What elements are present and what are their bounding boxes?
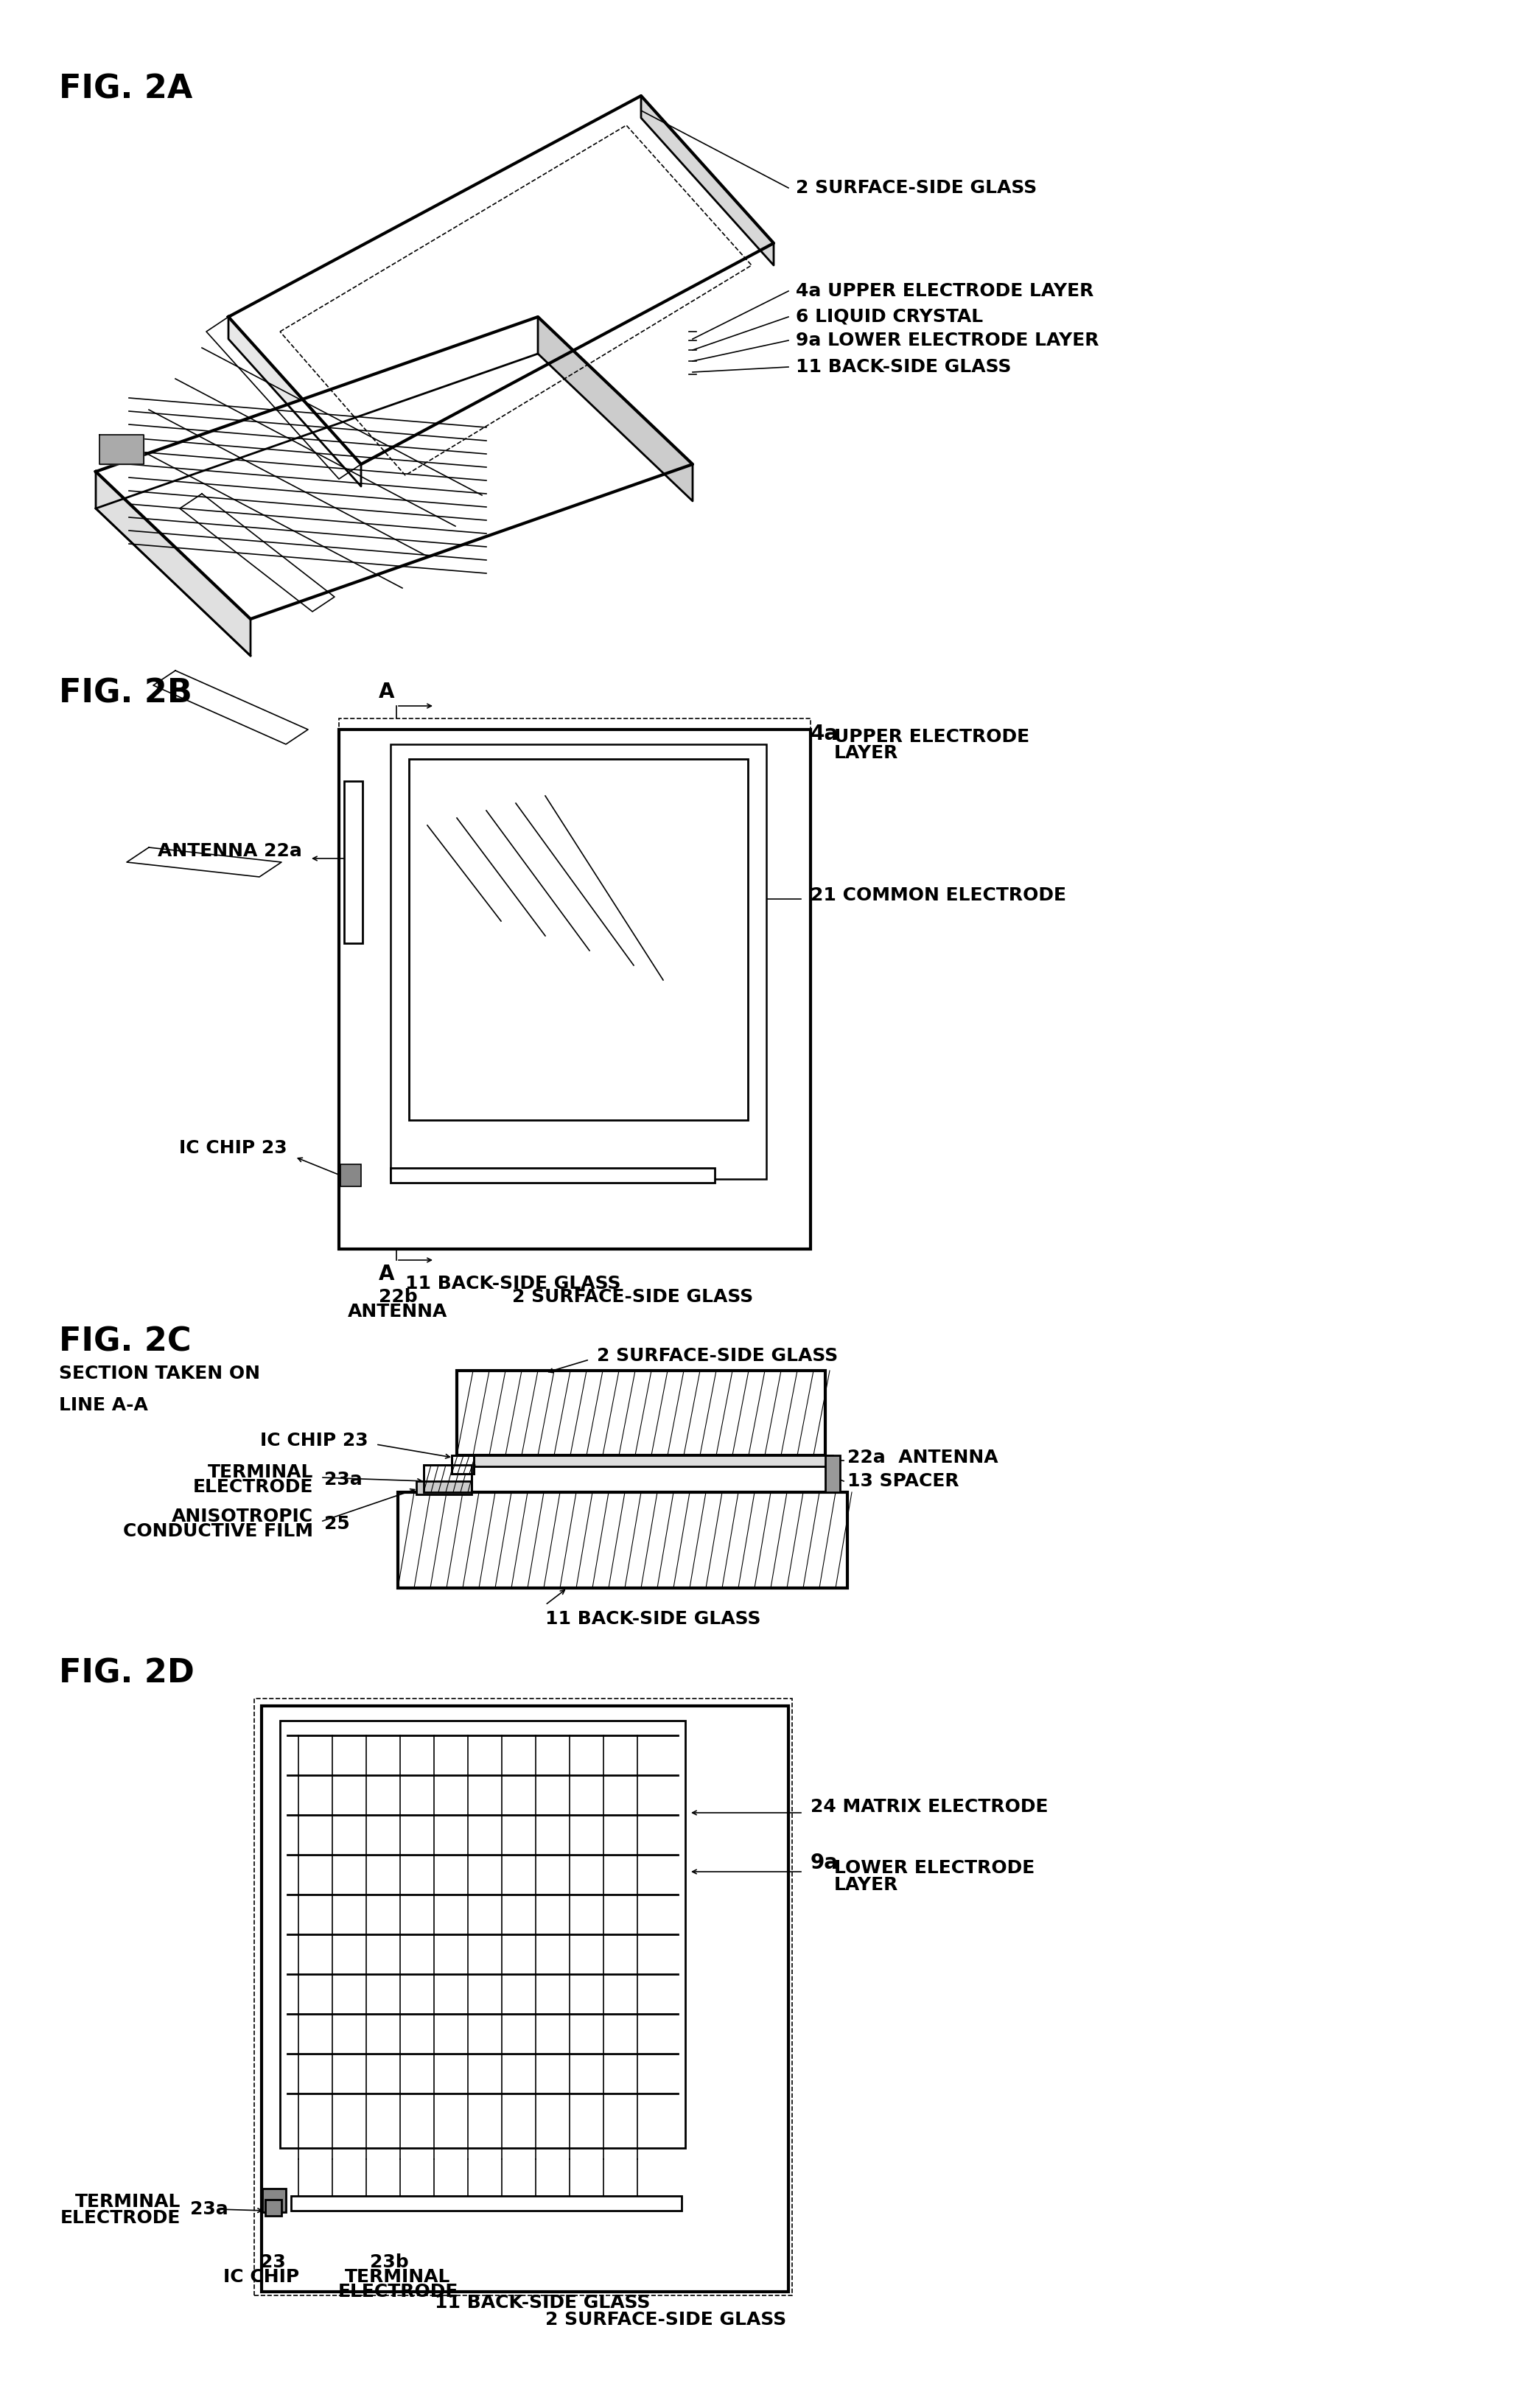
- Text: 2 SURFACE-SIDE GLASS: 2 SURFACE-SIDE GLASS: [598, 1347, 838, 1364]
- Text: 2 SURFACE-SIDE GLASS: 2 SURFACE-SIDE GLASS: [545, 2310, 787, 2329]
- Text: 21 COMMON ELECTRODE: 21 COMMON ELECTRODE: [810, 886, 1066, 903]
- Bar: [416, 1481, 471, 1496]
- Text: FIG. 2D: FIG. 2D: [59, 1658, 194, 1689]
- Bar: [471, 1455, 833, 1467]
- Bar: [451, 1455, 474, 1474]
- Bar: [262, 2188, 286, 2212]
- Text: 23a: 23a: [189, 2200, 228, 2217]
- Text: TERMINAL: TERMINAL: [345, 2267, 451, 2286]
- Bar: [397, 1493, 847, 1589]
- Text: A: A: [379, 681, 394, 702]
- Text: IC CHIP 23: IC CHIP 23: [260, 1431, 368, 1450]
- Text: FIG. 2A: FIG. 2A: [59, 74, 192, 105]
- Text: LOWER ELECTRODE: LOWER ELECTRODE: [835, 1859, 1035, 1878]
- Bar: [391, 1168, 715, 1183]
- Text: SECTION TAKEN ON: SECTION TAKEN ON: [59, 1364, 260, 1383]
- Polygon shape: [100, 435, 143, 463]
- Text: 11 BACK-SIDE GLASS: 11 BACK-SIDE GLASS: [434, 2293, 650, 2313]
- Polygon shape: [95, 471, 251, 657]
- Text: 2 SURFACE-SIDE GLASS: 2 SURFACE-SIDE GLASS: [513, 1288, 753, 1307]
- Bar: [391, 745, 767, 1180]
- Text: UPPER ELECTRODE: UPPER ELECTRODE: [835, 729, 1029, 745]
- Bar: [457, 1371, 825, 1455]
- Bar: [825, 1455, 839, 1493]
- Bar: [451, 1455, 474, 1474]
- Bar: [265, 2200, 282, 2217]
- Bar: [339, 719, 810, 1249]
- Text: FIG. 2C: FIG. 2C: [59, 1326, 191, 1357]
- Text: 9a: 9a: [810, 1851, 838, 1873]
- Text: 22b: 22b: [379, 1288, 417, 1307]
- Polygon shape: [228, 96, 773, 463]
- Text: FIG. 2B: FIG. 2B: [59, 678, 192, 710]
- Text: ELECTRODE: ELECTRODE: [192, 1479, 313, 1496]
- Text: 11 BACK-SIDE GLASS: 11 BACK-SIDE GLASS: [545, 1610, 761, 1627]
- Polygon shape: [537, 318, 693, 502]
- Bar: [291, 2195, 682, 2210]
- Text: ELECTRODE: ELECTRODE: [60, 2210, 180, 2227]
- Text: 23b: 23b: [370, 2253, 408, 2272]
- Bar: [410, 760, 748, 1120]
- Bar: [340, 1163, 360, 1187]
- Bar: [424, 1464, 471, 1493]
- Text: 13 SPACER: 13 SPACER: [847, 1472, 959, 1491]
- Text: LINE A-A: LINE A-A: [59, 1398, 148, 1414]
- Text: A: A: [379, 1264, 394, 1285]
- Text: 4a UPPER ELECTRODE LAYER: 4a UPPER ELECTRODE LAYER: [796, 282, 1093, 301]
- Text: CONDUCTIVE FILM: CONDUCTIVE FILM: [123, 1522, 313, 1541]
- Text: LAYER: LAYER: [835, 1875, 898, 1894]
- Bar: [343, 781, 362, 944]
- Text: 22a  ANTENNA: 22a ANTENNA: [847, 1448, 998, 1467]
- Bar: [424, 1464, 471, 1493]
- Text: TERMINAL: TERMINAL: [75, 2193, 180, 2210]
- Polygon shape: [228, 318, 360, 487]
- Text: ELECTRODE: ELECTRODE: [337, 2284, 457, 2301]
- Text: 25: 25: [325, 1515, 350, 1534]
- Text: IC CHIP: IC CHIP: [223, 2267, 300, 2286]
- Text: 6 LIQUID CRYSTAL: 6 LIQUID CRYSTAL: [796, 308, 983, 325]
- Text: 23a: 23a: [325, 1472, 362, 1488]
- Text: 24 MATRIX ELECTRODE: 24 MATRIX ELECTRODE: [810, 1799, 1049, 1816]
- Bar: [254, 1699, 792, 2296]
- Bar: [280, 1720, 685, 2148]
- Text: IC CHIP 23: IC CHIP 23: [179, 1140, 288, 1156]
- Bar: [262, 1706, 788, 2291]
- Text: LAYER: LAYER: [835, 745, 898, 762]
- Text: ANTENNA 22a: ANTENNA 22a: [157, 843, 302, 860]
- Text: 9a LOWER ELECTRODE LAYER: 9a LOWER ELECTRODE LAYER: [796, 332, 1100, 349]
- Text: 11 BACK-SIDE GLASS: 11 BACK-SIDE GLASS: [405, 1276, 621, 1292]
- Polygon shape: [95, 318, 693, 619]
- Text: 2 SURFACE-SIDE GLASS: 2 SURFACE-SIDE GLASS: [796, 179, 1036, 196]
- Bar: [339, 729, 810, 1249]
- Text: ANTENNA: ANTENNA: [348, 1302, 448, 1321]
- Polygon shape: [641, 96, 773, 265]
- Text: ANISOTROPIC: ANISOTROPIC: [171, 1507, 313, 1524]
- Text: 11 BACK-SIDE GLASS: 11 BACK-SIDE GLASS: [796, 358, 1012, 375]
- Text: TERMINAL: TERMINAL: [208, 1464, 313, 1481]
- Text: 4a: 4a: [810, 724, 839, 745]
- Text: 23: 23: [260, 2253, 285, 2272]
